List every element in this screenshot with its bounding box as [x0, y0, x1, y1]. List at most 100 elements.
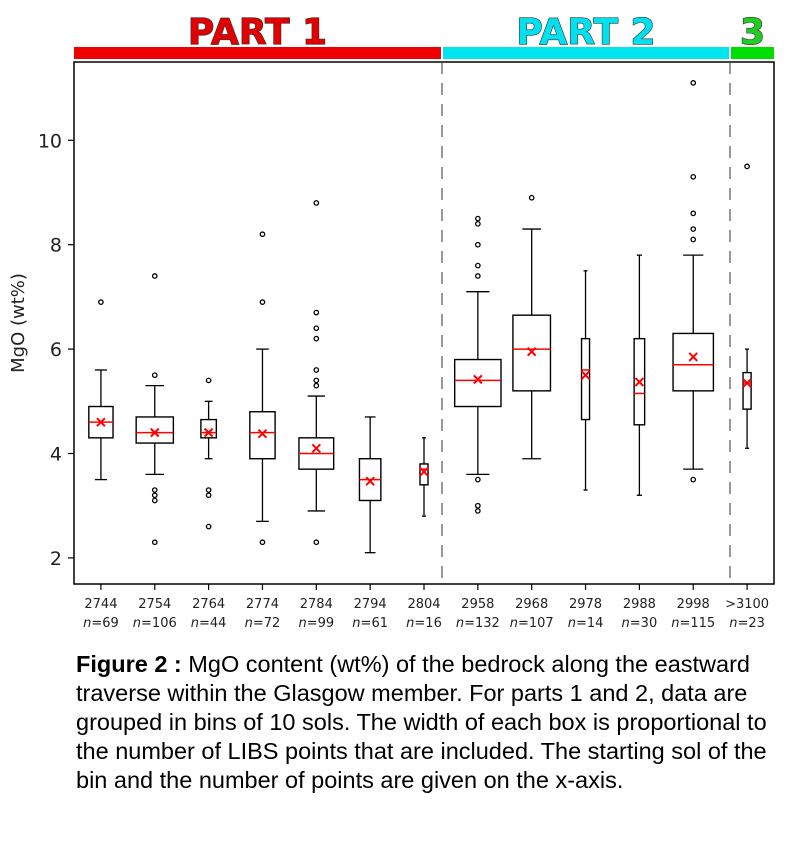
x-tick-n-label: n=107 — [510, 616, 554, 631]
outlier-point — [313, 377, 320, 384]
y-axis-label: MgO (wt%) — [8, 273, 29, 373]
part-bar — [74, 47, 441, 59]
mean-marker — [257, 428, 268, 439]
x-tick-sol-label: 2774 — [246, 597, 279, 612]
outlier-point — [151, 273, 158, 279]
x-tick-n-label: n=106 — [133, 616, 177, 631]
x-tick-n-label: n=61 — [352, 616, 388, 631]
outlier-point — [313, 382, 320, 389]
outlier-point — [474, 508, 481, 514]
x-tick-n-label: n=44 — [191, 616, 227, 631]
x-tick-n-label: n=69 — [83, 616, 119, 631]
box-plot-bin: 2744 n=69 — [83, 299, 119, 631]
outlier-point — [259, 539, 266, 546]
outlier-point — [690, 80, 697, 86]
mean-marker — [688, 352, 698, 362]
outlier-point — [474, 262, 481, 269]
x-tick-sol-label: 2744 — [84, 597, 117, 612]
outlier-point — [528, 194, 535, 201]
x-tick-sol-label: 2784 — [300, 597, 333, 612]
iqr-box — [742, 371, 752, 410]
iqr-box — [453, 358, 502, 408]
y-tick-label: 4 — [50, 444, 62, 466]
outlier-point — [474, 502, 481, 509]
outlier-point — [690, 210, 697, 217]
x-tick-sol-label: 2998 — [677, 597, 710, 612]
outlier-point — [259, 231, 266, 238]
outlier-point — [151, 372, 158, 379]
outlier-point — [474, 476, 481, 483]
y-tick-label: 10 — [38, 130, 62, 152]
x-tick-n-label: n=99 — [298, 616, 334, 631]
outlier-point — [259, 299, 266, 305]
x-tick-n-label: n=16 — [406, 616, 442, 631]
outlier-point — [690, 173, 697, 180]
y-tick-label: 6 — [50, 339, 62, 361]
x-tick-sol-label: >3100 — [725, 597, 769, 612]
box-plot-bin: 2774 n=72 — [245, 231, 281, 631]
outlier-point — [313, 367, 320, 373]
mean-marker — [419, 467, 429, 477]
outlier-point — [313, 325, 320, 332]
iqr-box — [672, 332, 715, 392]
mean-marker — [203, 427, 214, 438]
outlier-point — [98, 299, 104, 305]
x-tick-sol-label: 2978 — [569, 597, 602, 612]
part-label: 3 — [740, 12, 765, 53]
outlier-point — [690, 226, 697, 232]
box-plot-bin: 2804 n=16 — [406, 437, 442, 631]
y-tick-label: 2 — [50, 548, 62, 570]
part-bar — [443, 47, 729, 59]
y-tick-label: 8 — [50, 235, 62, 257]
x-tick-sol-label: 2794 — [354, 597, 387, 612]
x-tick-sol-label: 2988 — [623, 597, 656, 612]
part-bar — [731, 47, 774, 59]
mgo-box-plot: PART 1 PART 2 3 2 4 6 8 10 MgO (wt%) 2744 n=69 2754… — [8, 11, 775, 631]
mean-marker — [96, 417, 106, 427]
outlier-point — [474, 273, 481, 279]
box-plot-bin: 2978 n=14 — [568, 270, 604, 631]
mean-marker — [473, 374, 483, 385]
figure-caption-text: MgO content (wt%) of the bedrock along t… — [76, 651, 767, 793]
outlier-point — [151, 539, 158, 546]
iqr-box — [249, 411, 276, 460]
x-tick-sol-label: 2968 — [515, 597, 548, 612]
mean-marker — [150, 427, 160, 438]
outlier-point — [474, 241, 481, 248]
mean-marker — [742, 378, 752, 388]
box-plot-bin: 2968 n=107 — [510, 194, 554, 631]
outlier-point — [313, 539, 320, 546]
outlier-point — [313, 200, 320, 206]
box-plot-bin: 2958 n=132 — [453, 215, 502, 631]
x-tick-n-label: n=132 — [456, 616, 500, 631]
mean-marker — [311, 443, 322, 453]
box-plot-bin: 2784 n=99 — [298, 200, 335, 631]
outlier-point — [205, 487, 212, 493]
outlier-point — [474, 220, 481, 227]
part-label: PART 2 — [516, 12, 655, 53]
outlier-point — [151, 497, 158, 504]
mean-marker — [580, 370, 591, 380]
outlier-point — [690, 476, 697, 483]
box-plot-bin: 2764 n=44 — [191, 377, 227, 631]
box-plot-bin: >3100 n=23 — [725, 163, 769, 631]
x-tick-n-label: n=72 — [245, 616, 281, 631]
x-tick-n-label: n=30 — [622, 616, 658, 631]
x-tick-n-label: n=115 — [671, 616, 715, 631]
outlier-point — [151, 487, 158, 493]
figure-caption: Figure 2 : MgO content (wt%) of the bedr… — [76, 650, 776, 795]
outlier-point — [313, 309, 320, 316]
outlier-point — [205, 492, 212, 499]
x-tick-n-label: n=14 — [568, 616, 604, 631]
mean-marker — [365, 476, 375, 486]
mean-marker — [634, 377, 645, 387]
box-plot-bin: 2998 n=115 — [671, 80, 715, 631]
outlier-point — [151, 492, 158, 499]
outlier-point — [313, 335, 320, 342]
figure-caption-label: Figure 2 : — [76, 651, 182, 677]
mean-marker — [526, 347, 537, 357]
x-tick-sol-label: 2958 — [461, 597, 494, 612]
part-label: PART 1 — [188, 12, 327, 53]
x-tick-sol-label: 2804 — [407, 597, 440, 612]
outlier-point — [744, 163, 750, 170]
